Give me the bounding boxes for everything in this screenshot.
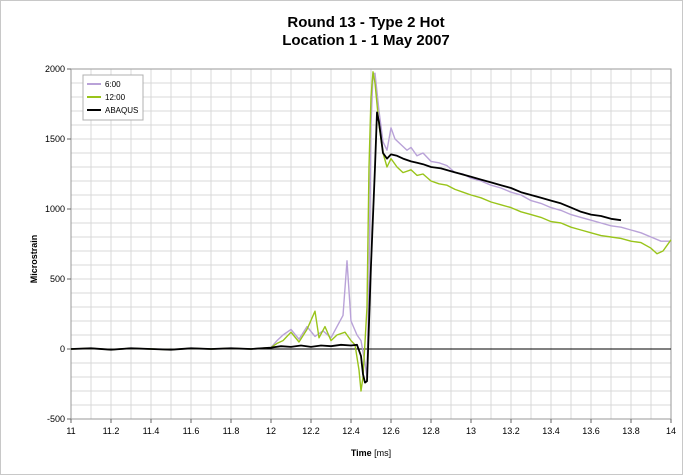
legend-entry: 12:00	[105, 93, 126, 102]
legend-entry: ABAQUS	[105, 106, 138, 115]
title-line-1: Round 13 - Type 2 Hot	[287, 14, 444, 31]
series-line-6-00	[70, 72, 671, 378]
x-tick-labels: 11 11.2 11.4 11.6 11.8 12 12.2 12.4 12.6 12.8 13 13…	[66, 419, 676, 436]
legend-entry: 6:00	[105, 80, 121, 89]
x-tick-label: 11.6	[183, 426, 200, 436]
title-line-2: Location 1 - 1 May 2007	[282, 32, 450, 49]
chart-title: Round 13 - Type 2 Hot Location 1 - 1 May…	[282, 14, 450, 49]
y-tick-label: -500	[47, 414, 65, 424]
x-tick-label: 13	[466, 426, 476, 436]
y-tick-label: 500	[50, 274, 65, 284]
series-line-12-00	[70, 71, 672, 392]
legend: 6:00 12:00 ABAQUS	[82, 74, 144, 121]
y-tick-label: 1000	[45, 204, 65, 214]
x-tick-label: 12.6	[382, 426, 400, 436]
x-tick-label: 12	[266, 426, 276, 436]
series-line-abaqus	[70, 111, 622, 384]
x-tick-label: 13.6	[582, 426, 600, 436]
x-tick-label: 13.2	[502, 426, 520, 436]
data-series	[70, 71, 672, 392]
x-tick-label: 12.4	[342, 426, 360, 436]
x-tick-label: 14	[666, 426, 676, 436]
y-tick-label: 2000	[45, 64, 65, 74]
x-tick-label: 12.8	[422, 426, 440, 436]
y-tick-labels: -500 0 500 1000 1500 2000	[45, 64, 71, 424]
x-tick-label: 11.8	[223, 426, 240, 436]
x-axis-label-name: Time	[351, 448, 372, 458]
plot-area-border	[70, 68, 672, 420]
x-axis-label: Time [ms]	[351, 448, 391, 458]
x-tick-label: 11.2	[103, 426, 120, 436]
x-tick-label: 12.2	[302, 426, 320, 436]
x-tick-label: 13.8	[622, 426, 640, 436]
y-tick-label: 1500	[45, 134, 65, 144]
x-tick-label: 11	[66, 426, 75, 436]
y-tick-label: 0	[60, 344, 65, 354]
x-tick-label: 13.4	[542, 426, 560, 436]
y-axis-label: Microstrain	[29, 235, 39, 284]
x-tick-label: 11.4	[143, 426, 160, 436]
x-axis-label-unit: [ms]	[372, 448, 392, 458]
